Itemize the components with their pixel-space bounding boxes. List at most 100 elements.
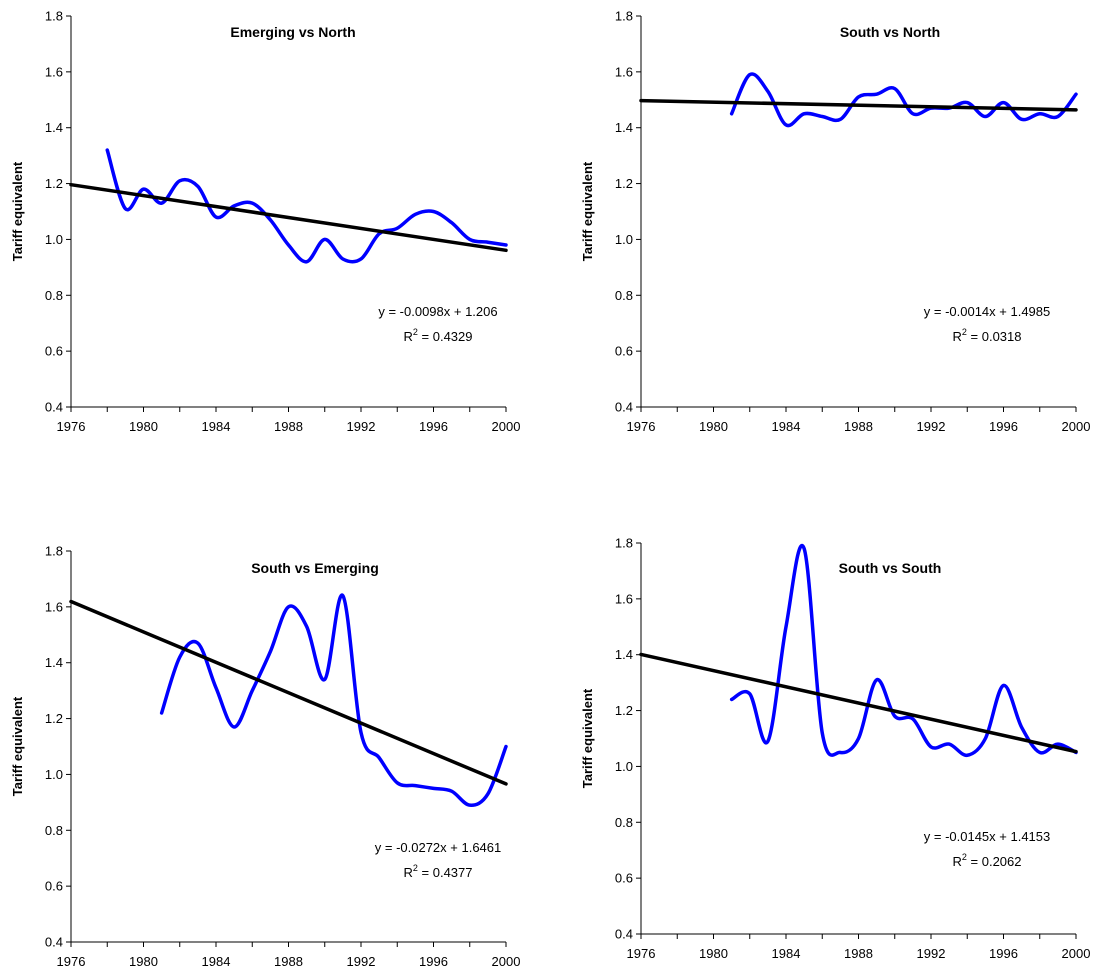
trend-equation: y = -0.0145x + 1.4153 (924, 829, 1050, 844)
y-tick-label: 1.6 (615, 64, 633, 79)
r-squared-label: R2 = 0.4377 (404, 863, 473, 880)
x-tick-label: 1976 (57, 954, 86, 969)
trend-equation: y = -0.0098x + 1.206 (378, 304, 497, 319)
y-tick-label: 0.6 (45, 344, 63, 359)
y-axis-label: Tariff equivalent (10, 696, 25, 796)
trendline (69, 182, 508, 253)
x-tick-label: 1980 (129, 419, 158, 434)
y-tick-label: 1.2 (45, 176, 63, 191)
y-tick-label: 0.6 (615, 871, 633, 886)
y-tick-label: 1.0 (45, 767, 63, 782)
chart-panel-2: 0.4 0.6 0.8 1.0 1.2 1.4 1.6 1.8 1976 1980 1984 1988… (580, 9, 1090, 435)
chart-title: Emerging vs North (230, 24, 355, 40)
y-tick-label: 0.8 (45, 823, 63, 838)
y-tick-label: 0.6 (45, 879, 63, 894)
y-tick-label: 0.6 (615, 344, 633, 359)
x-tick-label: 1996 (989, 419, 1018, 434)
x-tick-label: 1984 (772, 419, 801, 434)
data-series-line (105, 148, 508, 264)
chart-panel-4: 0.4 0.6 0.8 1.0 1.2 1.4 1.6 1.8 1976 1980 1984 1988… (580, 536, 1090, 962)
trendline (639, 652, 1078, 754)
data-series-line (729, 543, 1078, 758)
x-tick-label: 2000 (1062, 419, 1091, 434)
r-squared-exponent: 2 (962, 852, 967, 862)
y-tick-label: 1.4 (615, 120, 633, 135)
r-squared-exponent: 2 (413, 327, 418, 337)
chart-title: South vs Emerging (251, 560, 379, 576)
y-tick-label: 0.4 (615, 927, 633, 942)
r-squared-value: = 0.4329 (418, 329, 473, 344)
y-tick-label: 1.4 (45, 120, 63, 135)
chart-title: South vs North (840, 24, 940, 40)
y-tick-label: 1.8 (45, 544, 63, 559)
data-series-line (729, 72, 1078, 128)
y-tick-label: 0.4 (45, 400, 63, 415)
x-tick-label: 1976 (627, 419, 656, 434)
y-tick-label: 1.6 (45, 64, 63, 79)
x-tick-label: 1980 (699, 419, 728, 434)
x-tick-label: 2000 (492, 419, 521, 434)
y-tick-label: 1.6 (615, 591, 633, 606)
r-squared-label: R2 = 0.2062 (953, 852, 1022, 869)
x-tick-label: 1984 (202, 419, 231, 434)
y-tick-label: 1.6 (45, 599, 63, 614)
x-tick-label: 1996 (989, 946, 1018, 961)
r-squared-value: = 0.0318 (967, 329, 1022, 344)
data-series-line (159, 593, 508, 807)
x-tick-label: 1992 (917, 946, 946, 961)
trend-equation: y = -0.0272x + 1.6461 (375, 840, 501, 855)
y-tick-label: 0.8 (45, 288, 63, 303)
x-tick-label: 1980 (699, 946, 728, 961)
x-tick-label: 1980 (129, 954, 158, 969)
x-tick-label: 1988 (844, 419, 873, 434)
x-tick-label: 1992 (347, 419, 376, 434)
trendline (69, 599, 508, 786)
chart-title: South vs South (839, 560, 942, 576)
chart-panel-3: 0.4 0.6 0.8 1.0 1.2 1.4 1.6 1.8 1976 1980 1984 1988… (10, 544, 520, 970)
y-axis-label: Tariff equivalent (580, 161, 595, 261)
y-tick-label: 1.2 (45, 711, 63, 726)
x-tick-label: 2000 (1062, 946, 1091, 961)
r-squared-symbol: R (404, 329, 413, 344)
y-tick-label: 0.4 (615, 400, 633, 415)
y-tick-label: 1.4 (615, 647, 633, 662)
y-tick-label: 0.4 (45, 935, 63, 950)
y-tick-label: 1.8 (45, 9, 63, 24)
y-tick-label: 1.0 (615, 232, 633, 247)
r-squared-label: R2 = 0.4329 (404, 327, 473, 344)
x-tick-label: 1976 (57, 419, 86, 434)
x-tick-label: 1984 (772, 946, 801, 961)
x-tick-label: 1996 (419, 419, 448, 434)
y-tick-label: 0.8 (615, 815, 633, 830)
x-tick-label: 1976 (627, 946, 656, 961)
chart-panel-1: 0.4 0.6 0.8 1.0 1.2 1.4 1.6 1.8 1976 1980 1984 1988… (10, 9, 520, 435)
y-tick-label: 1.0 (45, 232, 63, 247)
r-squared-symbol: R (953, 329, 962, 344)
x-tick-label: 1988 (274, 419, 303, 434)
r-squared-symbol: R (404, 865, 413, 880)
x-tick-label: 1988 (274, 954, 303, 969)
r-squared-exponent: 2 (413, 863, 418, 873)
trend-equation: y = -0.0014x + 1.4985 (924, 304, 1050, 319)
r-squared-label: R2 = 0.0318 (953, 327, 1022, 344)
r-squared-exponent: 2 (962, 327, 967, 337)
y-tick-label: 1.8 (615, 9, 633, 24)
y-tick-label: 1.4 (45, 655, 63, 670)
r-squared-value: = 0.4377 (418, 865, 473, 880)
trendline (639, 98, 1078, 112)
x-tick-label: 1996 (419, 954, 448, 969)
y-tick-label: 0.8 (615, 288, 633, 303)
y-tick-label: 1.8 (615, 536, 633, 551)
y-tick-label: 1.2 (615, 703, 633, 718)
x-tick-label: 1992 (347, 954, 376, 969)
x-tick-label: 2000 (492, 954, 521, 969)
x-tick-label: 1992 (917, 419, 946, 434)
r-squared-symbol: R (953, 854, 962, 869)
y-axis-label: Tariff equivalent (580, 688, 595, 788)
y-tick-label: 1.2 (615, 176, 633, 191)
y-tick-label: 1.0 (615, 759, 633, 774)
x-tick-label: 1988 (844, 946, 873, 961)
r-squared-value: = 0.2062 (967, 854, 1022, 869)
y-axis-label: Tariff equivalent (10, 161, 25, 261)
